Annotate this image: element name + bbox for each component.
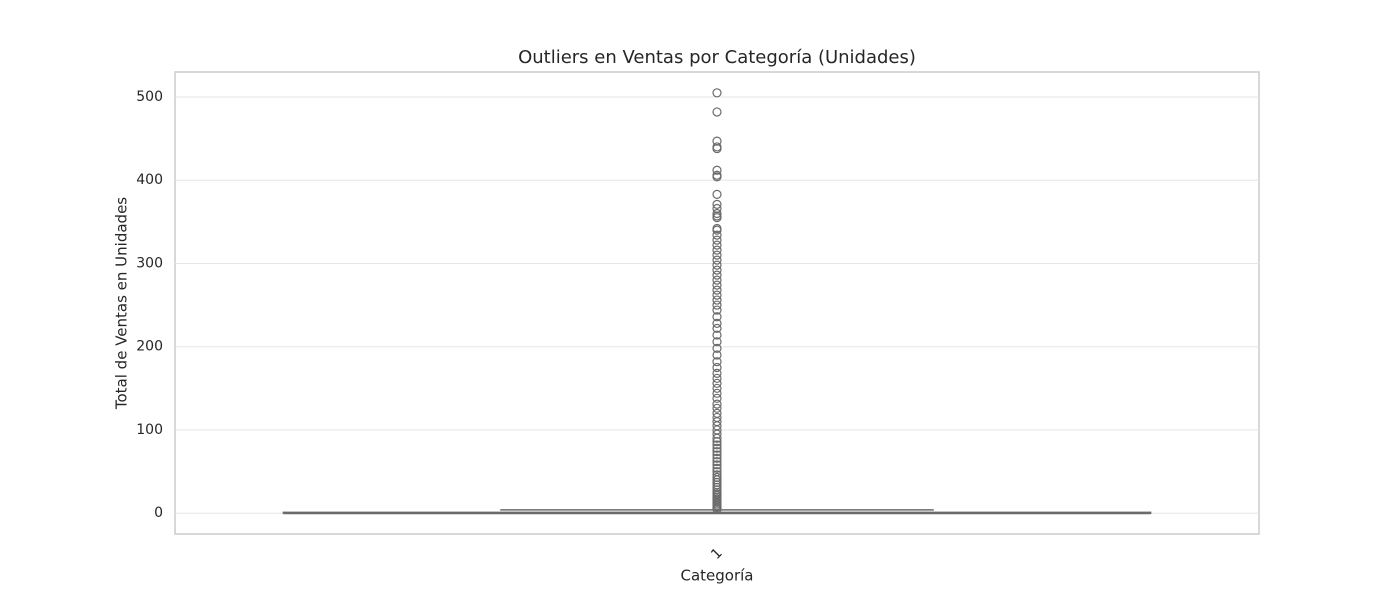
y-axis-label: Total de Ventas en Unidades (113, 197, 131, 410)
outlier (712, 460, 722, 470)
outlier (712, 453, 722, 463)
outlier (712, 142, 722, 152)
outlier (712, 337, 722, 347)
outlier (712, 312, 722, 322)
outlier (712, 330, 722, 340)
y-tick-label: 500 (136, 89, 163, 105)
chart-title: Outliers en Ventas por Categoría (Unidad… (518, 47, 916, 68)
x-axis-label: Categoría (680, 567, 753, 585)
outlier (712, 343, 722, 353)
outlier (712, 240, 722, 250)
outlier (712, 318, 722, 328)
outlier (712, 472, 722, 482)
outlier (712, 189, 722, 199)
outlier (712, 450, 722, 460)
y-tick-label: 300 (136, 255, 163, 271)
outlier (712, 250, 722, 260)
outlier (712, 446, 722, 457)
outlier (712, 255, 722, 265)
outlier (712, 378, 722, 388)
outlier (712, 350, 722, 360)
outlier (712, 388, 722, 398)
outlier (712, 230, 722, 240)
outlier (712, 270, 722, 280)
outlier (712, 443, 722, 453)
outlier (712, 300, 722, 310)
outlier (712, 290, 722, 300)
y-tick-label: 0 (154, 505, 163, 521)
outlier (712, 466, 722, 477)
outlier (712, 199, 722, 209)
outlier (712, 280, 722, 290)
outlier (712, 412, 722, 423)
outlier (712, 305, 722, 315)
outlier (712, 260, 722, 270)
outlier (712, 107, 722, 117)
outlier (712, 357, 722, 367)
outlier (712, 399, 722, 409)
outlier (712, 275, 722, 285)
y-tick-label: 400 (136, 172, 163, 188)
outlier (712, 403, 722, 413)
outlier (712, 223, 722, 234)
outlier (712, 88, 722, 98)
outlier (712, 383, 722, 393)
outlier (712, 362, 722, 373)
outlier (712, 245, 722, 255)
outlier (712, 170, 722, 180)
outlier (712, 295, 722, 305)
outlier (712, 323, 722, 333)
outlier (712, 368, 722, 378)
outlier (712, 440, 722, 450)
outlier (712, 235, 722, 245)
outlier (712, 203, 722, 214)
outlier (712, 136, 722, 146)
y-tick-label: 200 (136, 339, 163, 355)
outlier (712, 408, 722, 418)
outlier (712, 470, 722, 480)
y-tick-label: 100 (136, 422, 163, 438)
outlier (712, 456, 722, 467)
outlier (712, 265, 722, 275)
outlier (712, 463, 722, 473)
outlier (712, 208, 722, 219)
outlier (712, 373, 722, 383)
outlier (712, 165, 722, 175)
outlier (712, 285, 722, 295)
x-tick-label: 1 (708, 545, 726, 563)
outlier (712, 393, 722, 403)
